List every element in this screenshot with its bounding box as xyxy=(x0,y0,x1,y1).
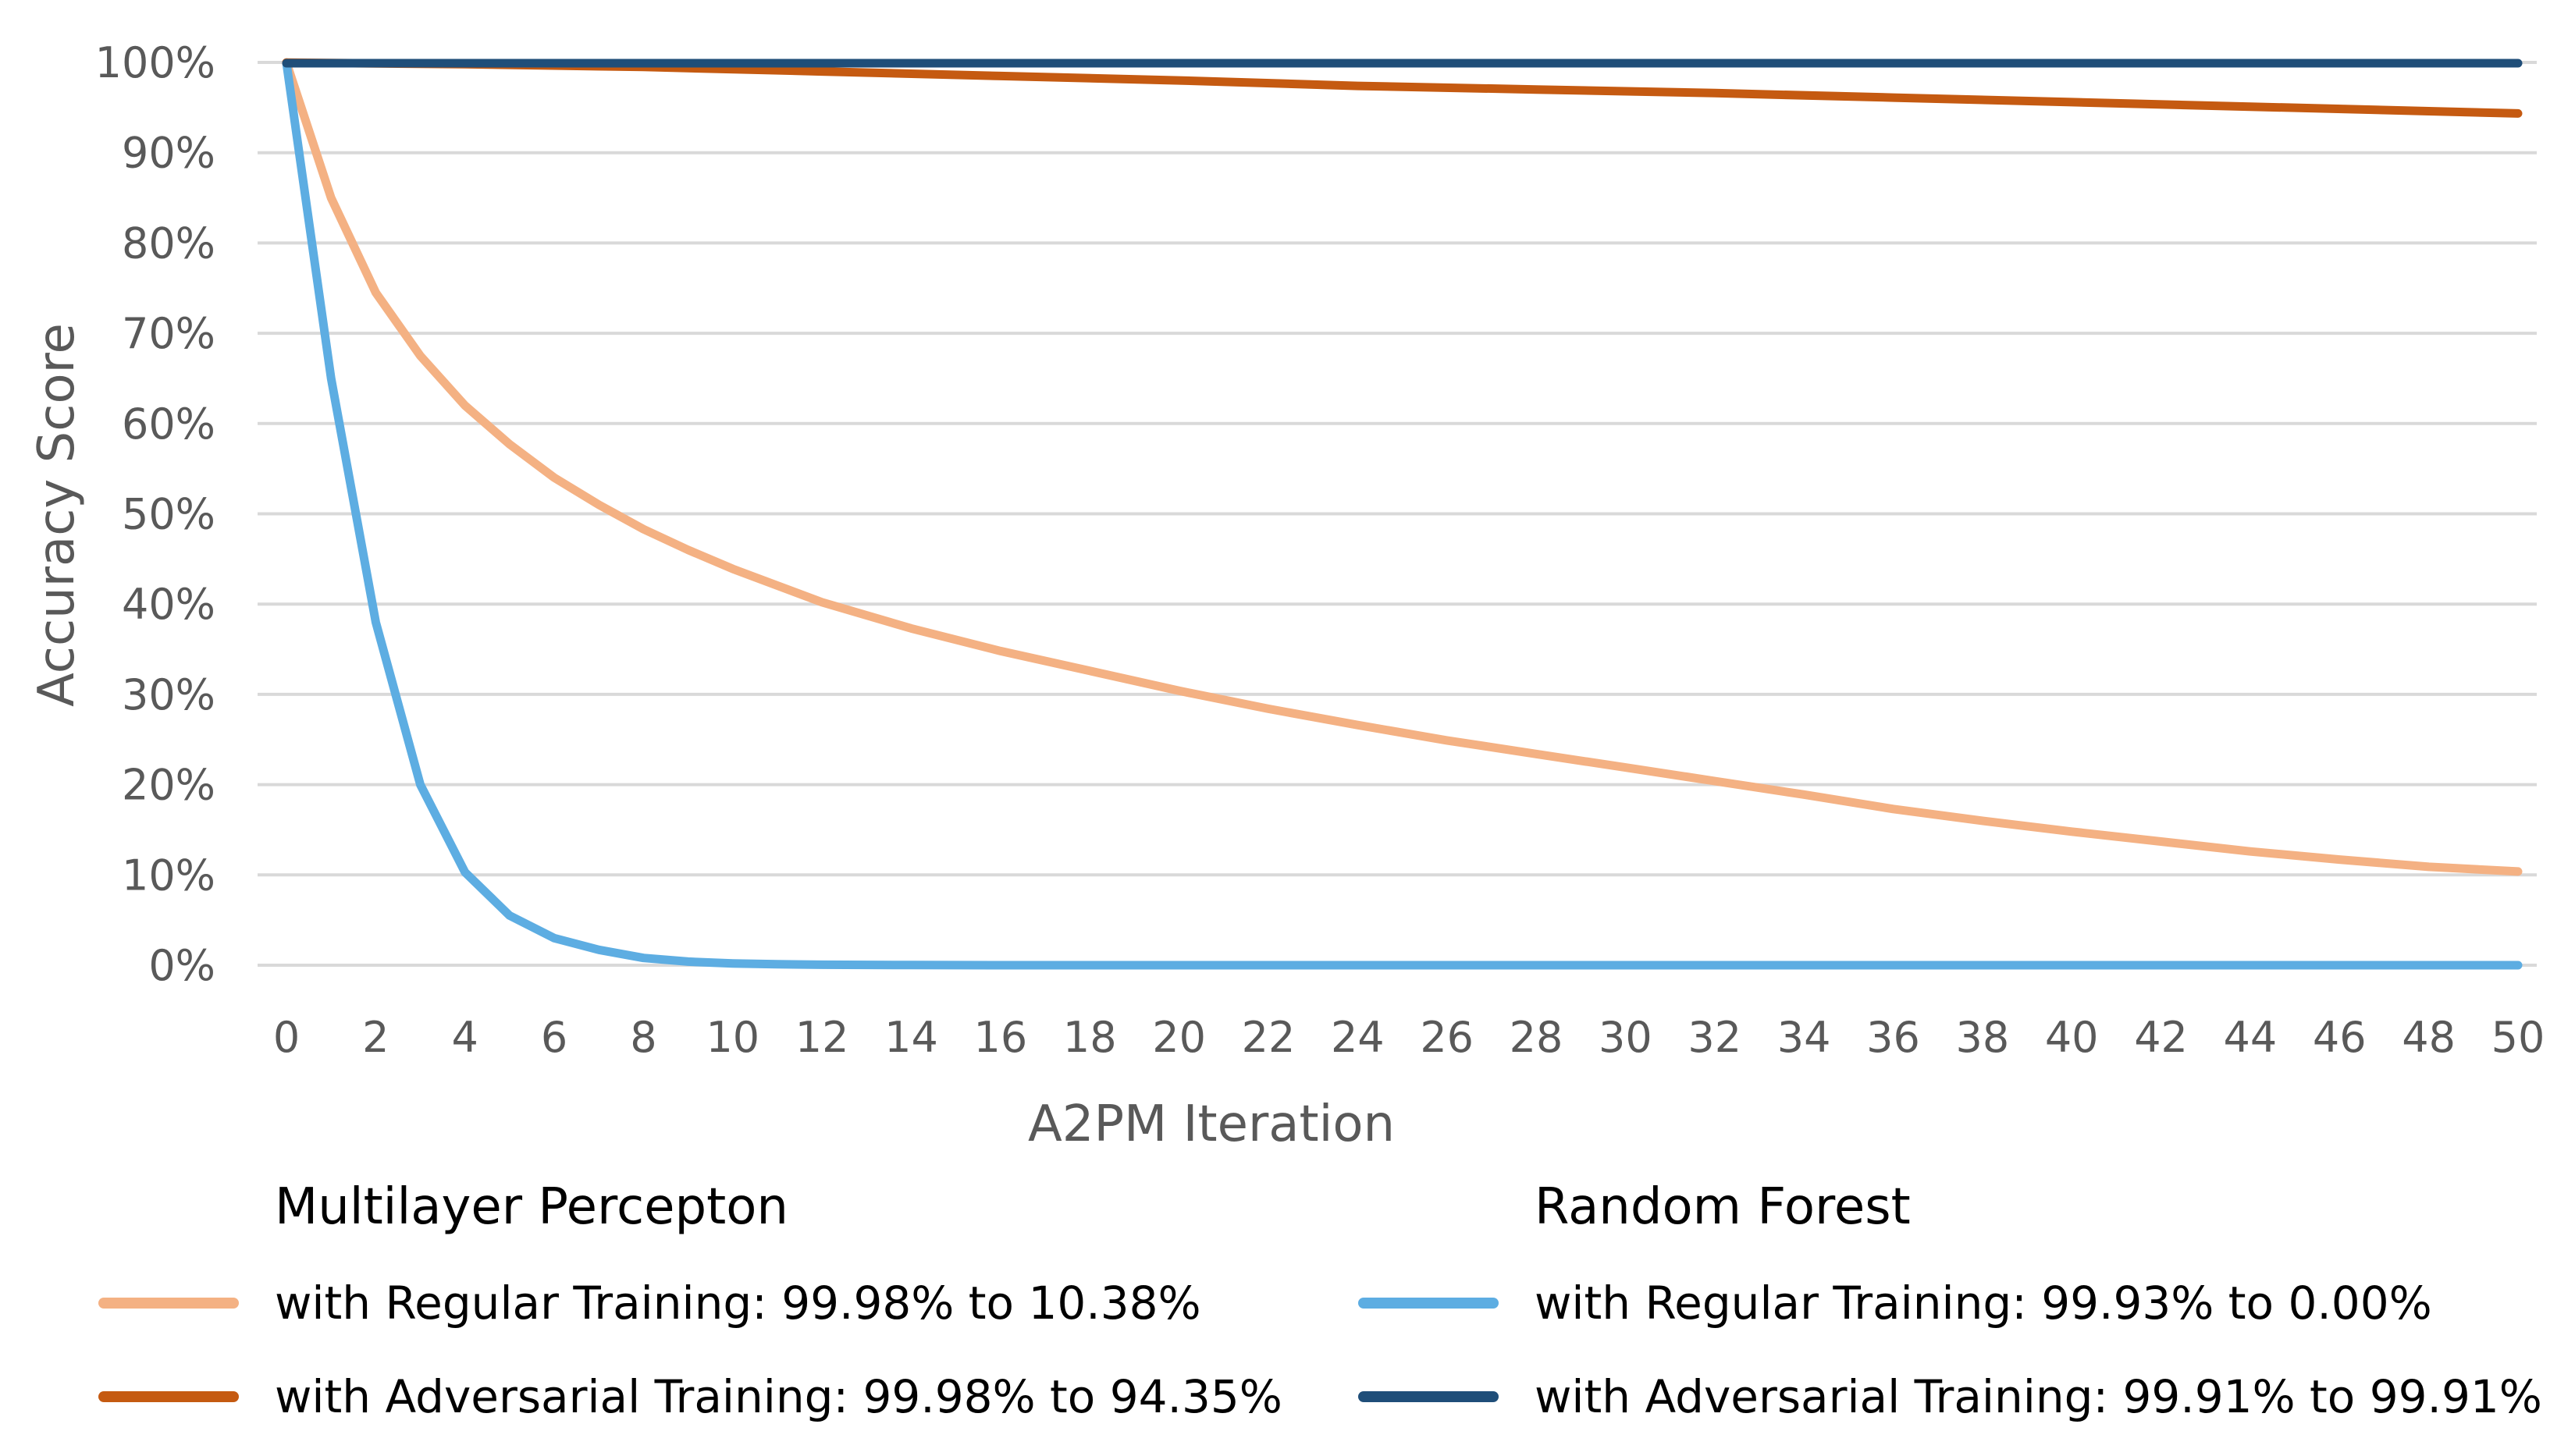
y-tick-label: 90% xyxy=(122,129,215,178)
legend-item-mlp-adversarial: with Adversarial Training: 99.98% to 94.… xyxy=(98,1370,1282,1423)
x-tick-label: 38 xyxy=(1955,1013,2009,1062)
x-tick-label: 2 xyxy=(362,1013,389,1062)
legend-title-mlp: Multilayer Percepton xyxy=(275,1178,788,1236)
y-tick-label: 40% xyxy=(122,580,215,629)
y-tick-label: 100% xyxy=(95,38,215,87)
legend-swatch-mlp-regular xyxy=(98,1298,239,1309)
y-axis-tick-labels: 0% 10% 20% 30% 40% 50% 60% 70% 80% 90% 100% xyxy=(95,38,215,990)
x-tick-label: 50 xyxy=(2491,1013,2545,1062)
legend-swatch-rf-adversarial xyxy=(1358,1391,1499,1402)
y-tick-label: 80% xyxy=(122,218,215,268)
x-tick-label: 16 xyxy=(974,1013,1028,1062)
x-tick-label: 44 xyxy=(2224,1013,2278,1062)
series-line-mlp-regular xyxy=(282,58,2523,876)
legend-label-mlp-regular: with Regular Training: 99.98% to 10.38% xyxy=(275,1277,1201,1330)
y-tick-label: 60% xyxy=(122,400,215,449)
y-axis-title: Accuracy Score xyxy=(28,323,86,707)
x-tick-label: 34 xyxy=(1777,1013,1831,1062)
x-tick-label: 0 xyxy=(273,1013,300,1062)
series-lines xyxy=(282,58,2523,970)
series-line-rf-regular xyxy=(282,59,2523,970)
x-tick-label: 6 xyxy=(541,1013,567,1062)
x-axis-tick-labels: 0 2 4 6 8 10 12 14 16 18 20 22 24 26 28 30 32 34 36 38 40 42 4… xyxy=(273,1013,2545,1062)
y-tick-label: 30% xyxy=(122,670,215,719)
x-tick-label: 36 xyxy=(1866,1013,1920,1062)
x-tick-label: 48 xyxy=(2402,1013,2456,1062)
y-tick-label: 70% xyxy=(122,309,215,358)
x-tick-label: 20 xyxy=(1152,1013,1206,1062)
legend-label-rf-regular: with Regular Training: 99.93% to 0.00% xyxy=(1535,1277,2432,1330)
x-tick-label: 10 xyxy=(706,1013,759,1062)
x-tick-label: 26 xyxy=(1420,1013,1474,1062)
legend-item-rf-regular: with Regular Training: 99.93% to 0.00% xyxy=(1358,1277,2432,1330)
x-tick-label: 28 xyxy=(1510,1013,1563,1062)
x-tick-label: 40 xyxy=(2045,1013,2099,1062)
x-tick-label: 30 xyxy=(1599,1013,1652,1062)
x-tick-label: 4 xyxy=(452,1013,478,1062)
series-line-mlp-adversarial xyxy=(282,58,2523,118)
y-tick-label: 20% xyxy=(122,761,215,810)
legend-item-mlp-regular: with Regular Training: 99.98% to 10.38% xyxy=(98,1277,1201,1330)
x-tick-label: 32 xyxy=(1688,1013,1741,1062)
legend-swatch-mlp-adversarial xyxy=(98,1391,239,1402)
y-tick-label: 50% xyxy=(122,490,215,539)
legend-item-rf-adversarial: with Adversarial Training: 99.91% to 99.… xyxy=(1358,1370,2542,1423)
x-tick-label: 14 xyxy=(884,1013,938,1062)
legend-swatch-rf-regular xyxy=(1358,1298,1499,1309)
x-tick-label: 18 xyxy=(1063,1013,1117,1062)
y-tick-label: 10% xyxy=(122,851,215,900)
x-tick-label: 46 xyxy=(2313,1013,2367,1062)
y-tick-label: 0% xyxy=(148,941,215,990)
x-tick-label: 42 xyxy=(2134,1013,2188,1062)
x-tick-label: 8 xyxy=(630,1013,656,1062)
x-axis-title: A2PM Iteration xyxy=(1028,1096,1395,1153)
x-tick-label: 12 xyxy=(795,1013,849,1062)
x-tick-label: 24 xyxy=(1331,1013,1385,1062)
x-tick-label: 22 xyxy=(1242,1013,1296,1062)
legend-title-rf: Random Forest xyxy=(1535,1178,1911,1236)
legend-label-rf-adversarial: with Adversarial Training: 99.91% to 99.… xyxy=(1535,1370,2542,1423)
gridlines xyxy=(258,61,2537,967)
legend-label-mlp-adversarial: with Adversarial Training: 99.98% to 94.… xyxy=(275,1370,1282,1423)
